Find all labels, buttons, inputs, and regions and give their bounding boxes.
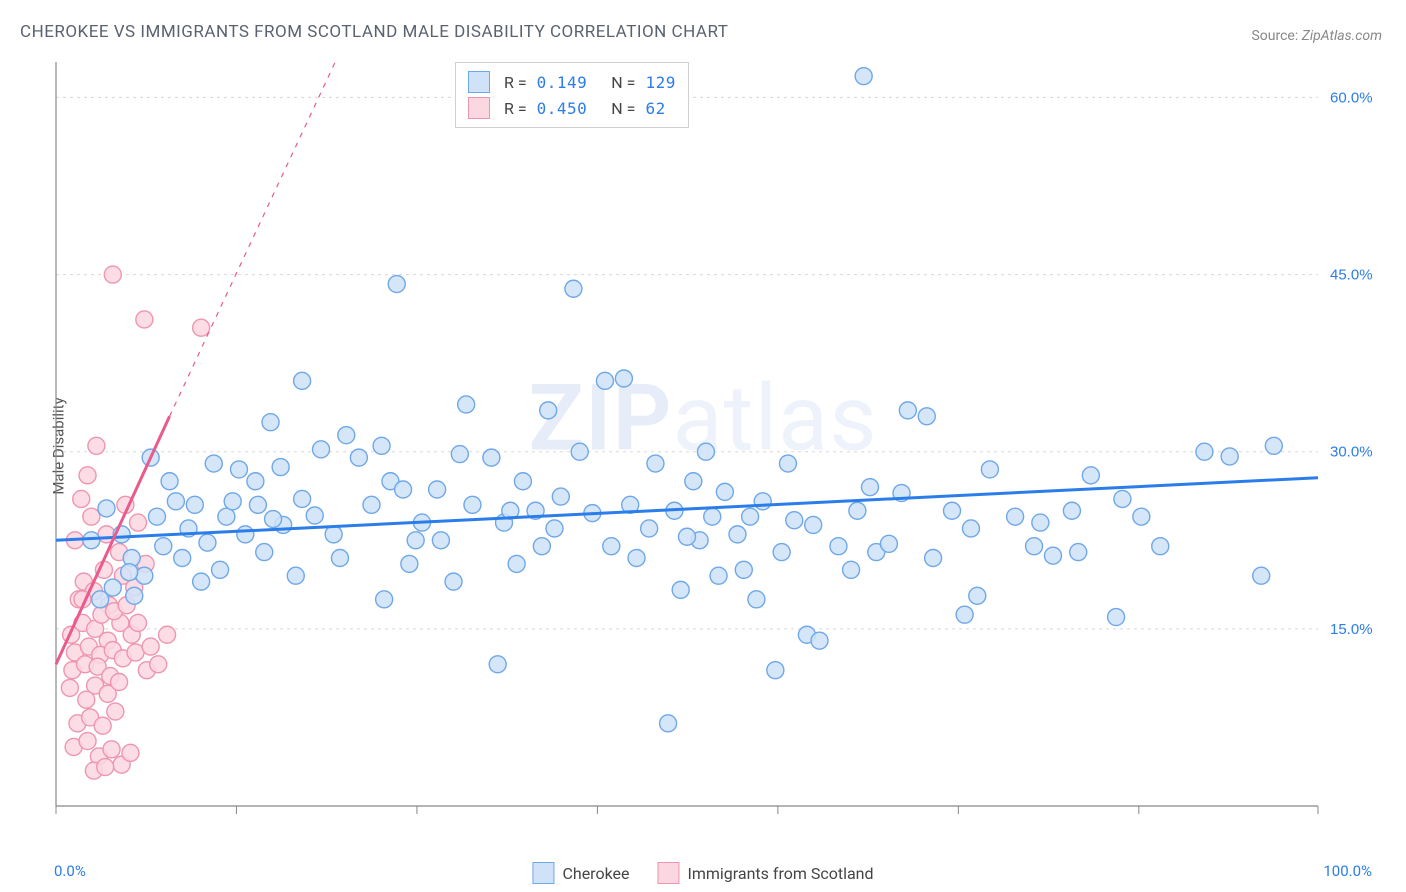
- legend-stats-box: R = 0.149 N = 129 R = 0.450 N = 62: [455, 62, 689, 128]
- legend-series-label: Cherokee: [562, 864, 629, 883]
- r-value: 0.450: [537, 99, 588, 118]
- r-label: R =: [504, 73, 527, 92]
- legend-swatch: [532, 862, 554, 884]
- svg-text:15.0%: 15.0%: [1330, 621, 1373, 638]
- x-axis-max-label: 100.0%: [1323, 862, 1372, 880]
- n-label: N =: [611, 99, 635, 118]
- svg-text:30.0%: 30.0%: [1330, 444, 1373, 461]
- source-prefix: Source:: [1251, 28, 1301, 44]
- legend-series-item: Cherokee: [532, 862, 629, 884]
- legend-series-item: Immigrants from Scotland: [657, 862, 873, 884]
- scatter-chart-svg: 15.0% 30.0% 45.0% 60.0%: [48, 58, 1388, 848]
- n-value: 129: [645, 73, 675, 92]
- legend-stat-row: R = 0.450 N = 62: [468, 95, 676, 121]
- legend-series: Cherokee Immigrants from Scotland: [532, 862, 873, 884]
- r-value: 0.149: [537, 73, 588, 92]
- chart-area: 15.0% 30.0% 45.0% 60.0%: [48, 58, 1388, 848]
- source-attribution: Source: ZipAtlas.com: [1251, 28, 1382, 44]
- legend-swatch: [657, 862, 679, 884]
- source-name: ZipAtlas.com: [1302, 28, 1382, 44]
- legend-series-label: Immigrants from Scotland: [687, 864, 873, 883]
- n-value: 62: [645, 99, 665, 118]
- svg-text:45.0%: 45.0%: [1330, 267, 1373, 284]
- legend-swatch: [468, 71, 490, 93]
- legend-swatch: [468, 97, 490, 119]
- n-label: N =: [611, 73, 635, 92]
- svg-text:60.0%: 60.0%: [1330, 89, 1373, 106]
- r-label: R =: [504, 99, 527, 118]
- legend-stat-row: R = 0.149 N = 129: [468, 69, 676, 95]
- x-axis-min-label: 0.0%: [54, 862, 86, 880]
- chart-title: CHEROKEE VS IMMIGRANTS FROM SCOTLAND MAL…: [20, 22, 728, 42]
